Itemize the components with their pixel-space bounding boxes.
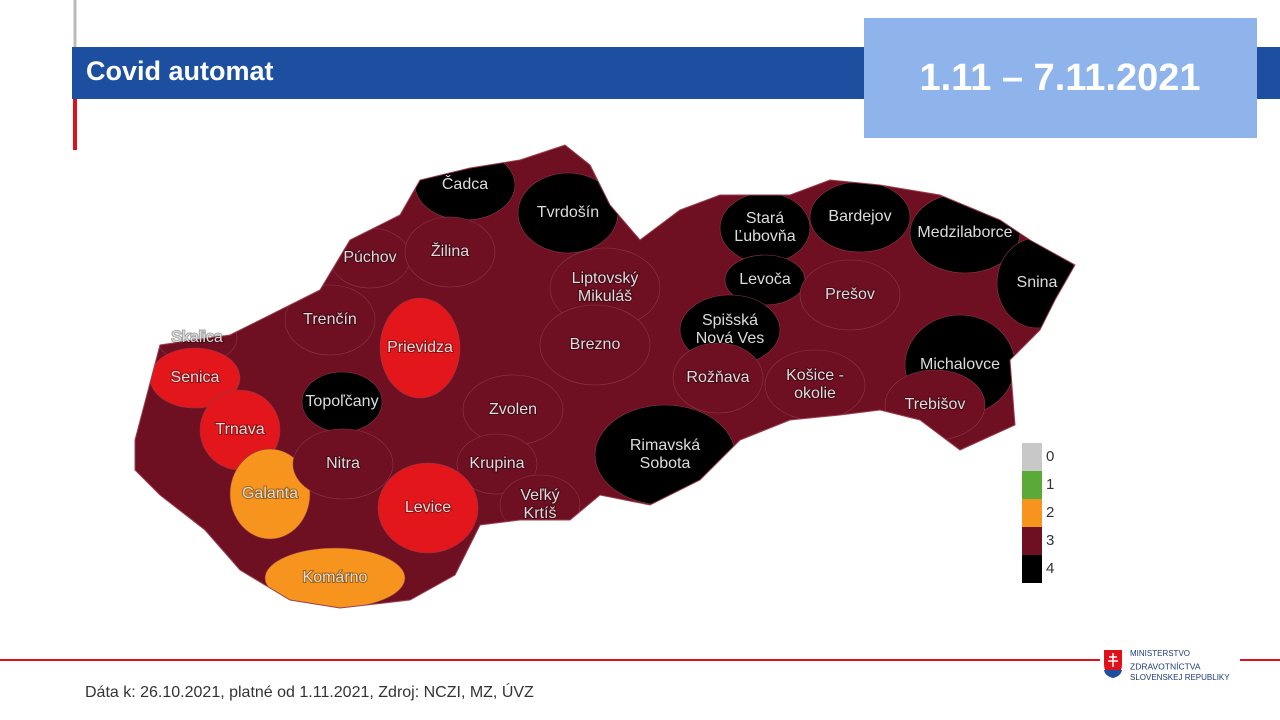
district-name: Nitra	[326, 455, 360, 472]
district-name: Liptovský	[572, 270, 639, 287]
district	[456, 433, 538, 495]
ministry-line: ZDRAVOTNÍCTVA	[1130, 661, 1201, 671]
district-name: Ľubovňa	[734, 228, 795, 245]
district	[799, 259, 901, 331]
district-name: Prievidza	[387, 339, 453, 356]
district-name: Krupina	[469, 455, 524, 472]
district-name: Skalica	[171, 329, 223, 346]
source: Dáta k: 26.10.2021, platné od 1.11.2021,…	[85, 682, 534, 701]
district-name: Čadca	[442, 174, 488, 193]
district-name: Trnava	[215, 421, 264, 438]
district-name: Galanta	[242, 485, 298, 502]
legend-label: 0	[1046, 448, 1054, 465]
district-name: Trebišov	[905, 396, 966, 413]
legend-swatch	[1022, 527, 1042, 555]
ministry-line: SLOVENSKEJ REPUBLIKY	[1130, 673, 1230, 682]
legend-label: 4	[1046, 560, 1054, 577]
ministry-logo: MINISTERSTVO ZDRAVOTNÍCTVA SLOVENSKEJ RE…	[1104, 649, 1230, 682]
district-name: Krtíš	[524, 505, 557, 522]
district-name: Komárno	[303, 569, 368, 586]
legend-label: 3	[1046, 532, 1054, 549]
date-range: 1.11 – 7.11.2021	[919, 57, 1200, 99]
district-name: Trenčín	[303, 311, 357, 328]
district	[264, 547, 406, 608]
district-name: Košice -	[786, 367, 844, 384]
district-name: Veľký	[520, 487, 559, 504]
district-labels: Čadca Tvrdošín Púchov Žilina LiptovskýMikulá…	[170, 173, 1059, 587]
district	[284, 284, 376, 356]
district-name: Topoľčany	[305, 393, 378, 410]
district	[539, 304, 651, 386]
district-name: Medzilaborce	[917, 224, 1012, 241]
district-name: Levoča	[739, 271, 791, 288]
shield-base	[1104, 670, 1122, 678]
district	[229, 448, 311, 540]
district	[377, 462, 479, 554]
district-name: Nová Ves	[696, 330, 764, 347]
legend: 0 1 2 3 4	[1022, 443, 1054, 583]
district-areas	[149, 149, 1075, 608]
legend-swatch	[1022, 443, 1042, 471]
map	[135, 145, 1075, 608]
cross	[1108, 653, 1118, 667]
legend-swatch	[1022, 471, 1042, 499]
district-name: Levice	[405, 499, 451, 516]
legend-swatch	[1022, 555, 1042, 583]
district-name: Púchov	[343, 249, 396, 266]
district-name: Brezno	[570, 336, 621, 353]
district-name: okolie	[794, 385, 836, 402]
legend-label: 1	[1046, 476, 1054, 493]
district-name: Tvrdošín	[537, 204, 599, 221]
district	[672, 342, 764, 414]
title: Covid automat	[86, 56, 274, 86]
district-name: Prešov	[825, 286, 875, 303]
district-name: Žilina	[431, 241, 469, 260]
legend-label: 2	[1046, 504, 1054, 521]
district-name: Spišská	[702, 312, 758, 329]
district	[404, 216, 496, 288]
district	[292, 428, 394, 500]
district-name: Michalovce	[920, 356, 1000, 373]
legend-swatch	[1022, 499, 1042, 527]
date-box	[864, 18, 1257, 138]
district-name: Rimavská	[630, 437, 700, 454]
district-name: Stará	[746, 210, 784, 227]
district-name: Senica	[171, 369, 220, 386]
district-name: Mikuláš	[578, 288, 632, 305]
district-name: Bardejov	[828, 208, 891, 225]
district-name: Snina	[1017, 274, 1058, 291]
district-name: Sobota	[640, 455, 691, 472]
ministry-line: MINISTERSTVO	[1130, 649, 1190, 658]
district-name: Rožňava	[686, 369, 749, 386]
district-name: Zvolen	[489, 401, 537, 418]
district	[379, 297, 461, 399]
